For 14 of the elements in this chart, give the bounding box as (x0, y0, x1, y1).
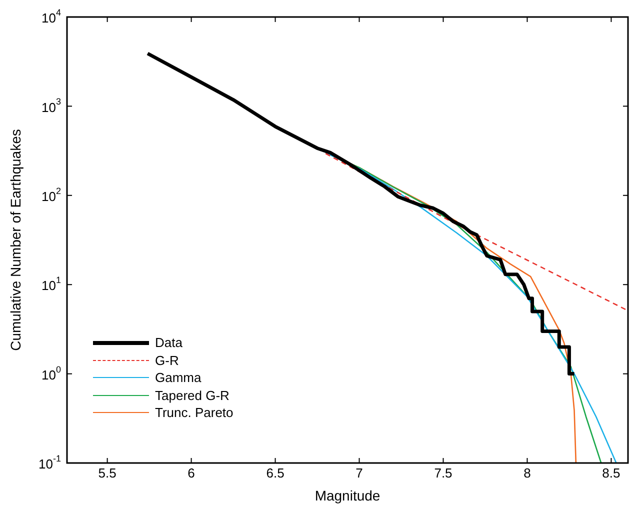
x-tick-label: 5.5 (98, 465, 116, 480)
x-tick-label: 7.5 (434, 465, 452, 480)
x-tick-label: 8.5 (602, 465, 620, 480)
legend-label: Trunc. Pareto (155, 404, 234, 422)
legend-label: Gamma (155, 369, 202, 386)
x-tick-label: 6.5 (266, 465, 284, 480)
legend-label: Data (155, 334, 182, 352)
y-axis-title: Cumulative Number of Earthquakes (7, 129, 24, 351)
x-tick-label: 6 (188, 465, 195, 480)
x-tick-label: 7 (356, 465, 363, 480)
x-axis-title: Magnitude (314, 487, 380, 504)
x-tick-label: 8 (524, 465, 531, 480)
legend-label: Tapered G-R (155, 386, 230, 404)
legend-label: G-R (155, 352, 179, 369)
